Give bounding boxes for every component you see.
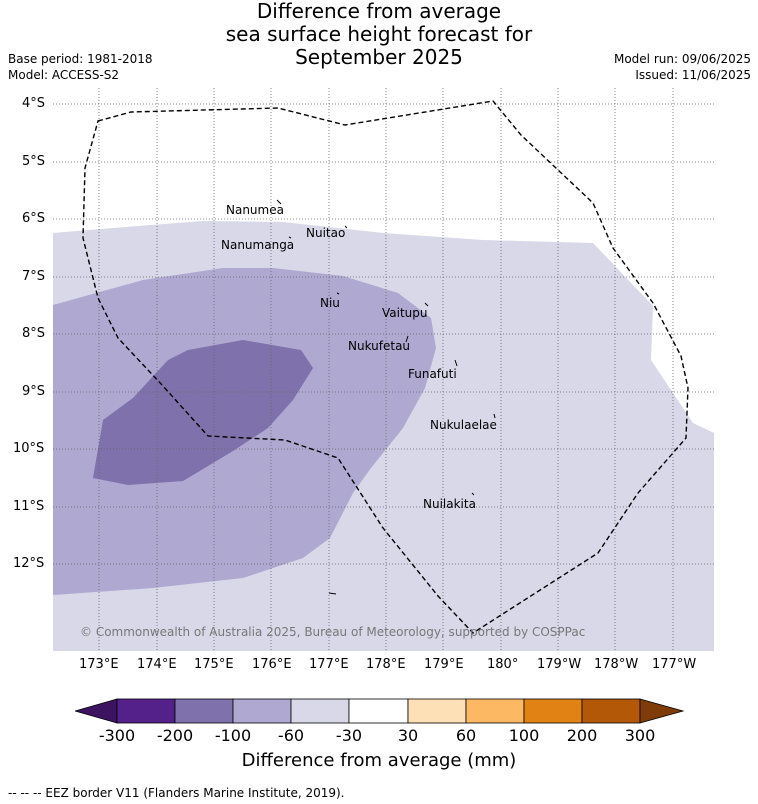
lat-label: 5°S xyxy=(22,154,46,169)
colorbar-tick: 30 xyxy=(397,726,419,745)
colorbar-tick: -100 xyxy=(214,726,252,745)
lon-label: 180° xyxy=(487,657,519,672)
eez-border xyxy=(82,100,689,634)
island-label-nanumanga: Nanumanga xyxy=(221,238,295,252)
colorbar-bin xyxy=(116,698,176,724)
colorbar-tick: 300 xyxy=(624,726,656,745)
base-period: Base period: 1981-2018 xyxy=(8,52,153,66)
title-line-2: sea surface height forecast for xyxy=(225,22,533,46)
island-label-niu: Niu xyxy=(320,296,340,310)
lon-label: 177°E xyxy=(309,657,349,672)
colorbar-bin xyxy=(581,698,641,724)
colorbar-bin xyxy=(407,698,467,724)
island-markers xyxy=(276,199,496,595)
colorbar-bin xyxy=(348,698,409,724)
lat-label: 6°S xyxy=(22,211,46,226)
colorbar-extend-min xyxy=(75,698,118,724)
colorbar-tick: 60 xyxy=(455,726,477,745)
island-label-nuitao: Nuitao xyxy=(306,226,346,240)
island-marker-niu xyxy=(336,292,340,295)
lon-label: 174°E xyxy=(137,657,177,672)
island-label-nukufetau: Nukufetau xyxy=(348,339,411,353)
graticule-longitude xyxy=(98,88,674,651)
colorbar-tick: 100 xyxy=(508,726,540,745)
island-marker-nukulaelae xyxy=(493,413,496,419)
lon-label: 173°E xyxy=(79,657,119,672)
issued-date: Issued: 11/06/2025 xyxy=(635,68,751,82)
title-line-1: Difference from average xyxy=(256,0,502,23)
colorbar-tick: -30 xyxy=(335,726,363,745)
lon-label: 177°W xyxy=(652,657,697,672)
colorbar-title: Difference from average (mm) xyxy=(241,750,517,771)
lat-label: 12°S xyxy=(13,556,45,571)
title-line-3: September 2025 xyxy=(295,45,463,69)
lon-label: 175°E xyxy=(194,657,234,672)
anomaly-region-dark xyxy=(93,340,313,485)
island-label-nuilakita: Nuilakita xyxy=(423,497,476,511)
island-label-funafuti: Funafuti xyxy=(408,367,457,381)
island-marker-nanumea xyxy=(276,199,282,205)
lat-label: 9°S xyxy=(22,384,46,399)
lat-label: 4°S xyxy=(22,96,46,111)
island-label-vaitupu: Vaitupu xyxy=(382,306,428,320)
model-name: Model: ACCESS-S2 xyxy=(8,68,120,82)
reef-marker xyxy=(328,592,337,595)
island-label-nanumea: Nanumea xyxy=(226,203,284,217)
colorbar-bin xyxy=(523,698,583,724)
graticule-latitude xyxy=(53,103,714,565)
island-marker-nanumanga xyxy=(288,236,292,239)
colorbar xyxy=(75,698,685,724)
island-marker-vaitupu xyxy=(424,302,429,307)
eez-legend-note: -- -- -- EEZ border V11 (Flanders Marine… xyxy=(8,786,345,800)
lon-label: 179°W xyxy=(537,657,582,672)
map-plot xyxy=(53,88,714,651)
lon-label: 178°E xyxy=(366,657,406,672)
lat-label: 10°S xyxy=(13,441,45,456)
lon-label: 179°E xyxy=(424,657,464,672)
model-run: Model run: 09/06/2025 xyxy=(613,52,751,66)
island-marker-nuitao xyxy=(344,225,348,229)
lat-label: 8°S xyxy=(22,326,46,341)
island-marker-funafuti xyxy=(454,359,458,367)
lon-label: 178°W xyxy=(594,657,639,672)
colorbar-bin xyxy=(290,698,350,724)
lon-label: 176°E xyxy=(252,657,292,672)
colorbar-tick: -60 xyxy=(277,726,305,745)
copyright-credit: © Commonwealth of Australia 2025, Bureau… xyxy=(80,625,586,639)
colorbar-bin xyxy=(174,698,234,724)
colorbar-bin xyxy=(232,698,292,724)
colorbar-tick: -200 xyxy=(156,726,194,745)
colorbar-tick: -300 xyxy=(98,726,136,745)
colorbar-bin xyxy=(465,698,525,724)
island-marker-nukufetau xyxy=(405,335,409,343)
island-label-nukulaelae: Nukulaelae xyxy=(430,418,497,432)
lat-label: 7°S xyxy=(22,269,46,284)
colorbar-extend-max xyxy=(639,698,685,724)
island-marker-nuilakita xyxy=(471,492,475,496)
lat-label: 11°S xyxy=(13,499,45,514)
colorbar-tick: 200 xyxy=(566,726,598,745)
